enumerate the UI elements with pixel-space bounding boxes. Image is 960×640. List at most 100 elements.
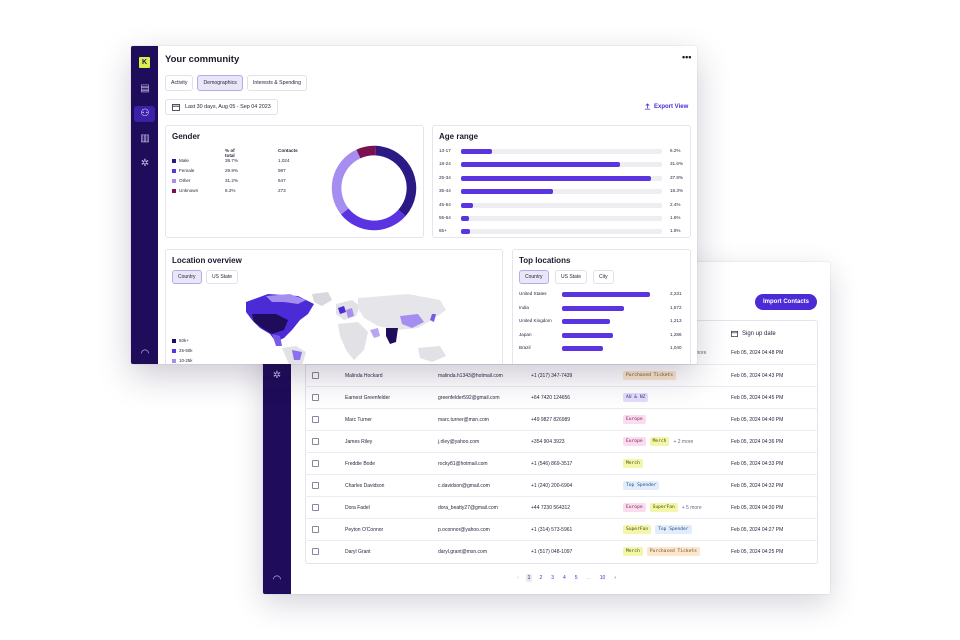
import-contacts-button[interactable]: Import Contacts xyxy=(755,294,817,310)
map-region-japan[interactable] xyxy=(430,314,436,322)
age-bar[interactable] xyxy=(461,202,474,208)
contact-name[interactable]: Peyton O'Connor xyxy=(345,527,384,533)
pagination-page-4[interactable]: 4 xyxy=(563,575,566,581)
table-row[interactable]: James Riley j.riley@yahoo.com +354 904 392… xyxy=(305,430,818,452)
table-row[interactable]: Malinda Hockard malinda.h1343@hotmail.com… xyxy=(305,364,818,386)
contact-name[interactable]: Charles Davidson xyxy=(345,483,385,489)
age-bar[interactable] xyxy=(461,175,651,181)
tag-badge[interactable]: Purchased Tickets xyxy=(623,371,677,380)
contact-name[interactable]: Freddie Bode xyxy=(345,461,376,467)
contact-name[interactable]: Malinda Hockard xyxy=(345,373,383,379)
tab-interests-spending[interactable]: Interests & Spending xyxy=(246,75,308,91)
donut-slice-other[interactable] xyxy=(331,149,361,215)
map-region-usa[interactable] xyxy=(252,314,288,334)
map-region-china[interactable] xyxy=(400,314,424,328)
tag-badge[interactable]: SuperFan xyxy=(649,503,678,512)
location-bar[interactable] xyxy=(562,292,650,297)
table-row[interactable]: Dora Fadel dora_beatty27@gmail.com +44 723… xyxy=(305,496,818,518)
age-bar[interactable] xyxy=(461,216,470,221)
contact-name[interactable]: Dora Fadel xyxy=(345,505,370,511)
table-row[interactable]: Marc Turner marc.turner@msn.com +49 9827 8… xyxy=(305,408,818,430)
location-segment-country[interactable]: Country xyxy=(172,270,202,284)
age-bar[interactable] xyxy=(461,229,471,235)
row-checkbox[interactable] xyxy=(312,526,319,533)
map-region-mexico[interactable] xyxy=(272,334,282,346)
map-region-australia[interactable] xyxy=(418,346,446,362)
export-view-button[interactable]: Export View xyxy=(644,103,688,110)
pagination-page-5[interactable]: 5 xyxy=(574,575,578,581)
row-checkbox[interactable] xyxy=(312,460,319,467)
more-tags-label[interactable]: more xyxy=(695,350,707,356)
row-checkbox[interactable] xyxy=(312,482,319,489)
bar-chart-icon[interactable]: ▥ xyxy=(140,133,150,144)
tag-badge[interactable]: Merch xyxy=(649,437,670,446)
map-region-western-europe[interactable] xyxy=(346,308,354,318)
signup-date-header[interactable]: Sign up date xyxy=(731,330,776,337)
row-checkbox[interactable] xyxy=(312,416,319,423)
row-checkbox[interactable] xyxy=(312,548,319,555)
date-range-picker[interactable]: Last 30 days, Aug 05 - Sep 04 2023 xyxy=(165,99,278,115)
age-bar[interactable] xyxy=(461,189,553,195)
pagination-page-last[interactable]: 10 xyxy=(599,575,606,581)
location-bar[interactable] xyxy=(562,305,624,311)
support-icon[interactable]: ◠ xyxy=(272,574,282,585)
book-icon[interactable]: ▤ xyxy=(140,83,150,94)
tag-badge[interactable]: Europe xyxy=(623,503,646,512)
tag-badge[interactable]: Purchased Tickets xyxy=(646,547,700,556)
location-segment-us-state[interactable]: US State xyxy=(206,270,239,284)
more-tags-label[interactable]: + 2 more xyxy=(673,438,694,445)
pagination-page-2[interactable]: 2 xyxy=(539,575,543,581)
map-region-africa[interactable] xyxy=(338,322,368,360)
support-icon[interactable]: ◠ xyxy=(140,348,150,359)
tag-badge[interactable]: Top Spender xyxy=(623,481,660,490)
age-bar[interactable] xyxy=(461,149,493,154)
map-region-middle-east[interactable] xyxy=(370,328,380,338)
community-nav-selected[interactable] xyxy=(134,106,155,122)
row-checkbox[interactable] xyxy=(312,372,319,379)
app-logo[interactable]: K xyxy=(139,57,150,68)
tag-badge[interactable]: Europe xyxy=(623,415,646,424)
contact-name[interactable]: Marc Turner xyxy=(345,417,372,423)
table-row[interactable]: Earnest Greenfelder greenfelder592@gmail.… xyxy=(305,386,818,408)
pagination-next[interactable]: › xyxy=(614,575,616,581)
table-row-partial[interactable]: more Feb 05, 2024 04:48 PM xyxy=(305,342,818,364)
location-bar[interactable] xyxy=(562,332,613,338)
pagination-page-1[interactable]: 1 xyxy=(525,574,533,582)
tag-badge[interactable]: Europe xyxy=(623,437,646,446)
tag-badge[interactable]: SuperFan xyxy=(623,525,652,534)
contact-name[interactable]: Daryl Grant xyxy=(345,549,371,555)
table-row[interactable]: Daryl Grant daryl.grant@msn.com +1 (517) 0… xyxy=(305,540,818,562)
map-region-canada-north[interactable] xyxy=(266,294,306,304)
pagination-prev[interactable]: ‹ xyxy=(517,575,519,581)
map-region-india[interactable] xyxy=(386,328,398,344)
map-region-brazil[interactable] xyxy=(292,350,302,360)
location-bar[interactable] xyxy=(562,319,610,325)
gear-icon[interactable]: ✲ xyxy=(272,370,282,381)
row-checkbox[interactable] xyxy=(312,438,319,445)
contact-name[interactable]: Earnest Greenfelder xyxy=(345,395,391,401)
more-menu-icon[interactable]: ••• xyxy=(682,52,692,62)
contact-name[interactable]: James Riley xyxy=(345,439,373,445)
top-locations-segment-country[interactable]: Country xyxy=(519,270,549,284)
table-row[interactable]: Charles Davidson c.davidson@gmail.com +1 (… xyxy=(305,474,818,496)
map-region-uk[interactable] xyxy=(338,306,346,314)
tab-activity[interactable]: Activity xyxy=(165,75,194,91)
table-row[interactable]: Peyton O'Connor p.oconnor@yahoo.com +1 (31… xyxy=(305,518,818,540)
donut-slice-male[interactable] xyxy=(375,145,417,217)
map-region-greenland[interactable] xyxy=(312,292,332,306)
donut-slice-unknown[interactable] xyxy=(356,145,377,159)
table-row[interactable]: Freddie Bode rocky81@hotmail.com +1 (546) … xyxy=(305,452,818,474)
age-bar[interactable] xyxy=(461,162,620,168)
map-region-asia[interactable] xyxy=(358,294,446,330)
location-bar[interactable] xyxy=(562,346,604,352)
people-icon[interactable]: ⚇ xyxy=(140,108,150,119)
more-tags-label[interactable]: + 5 more xyxy=(681,504,702,511)
gear-icon[interactable]: ✲ xyxy=(140,158,150,169)
tag-badge[interactable]: Merch xyxy=(623,547,643,556)
donut-slice-female[interactable] xyxy=(340,208,406,231)
row-checkbox[interactable] xyxy=(312,394,319,401)
tab-demographics[interactable]: Demographics xyxy=(197,75,243,91)
tag-badge[interactable]: Top Spender xyxy=(655,525,692,534)
tag-badge[interactable]: AU & NZ xyxy=(623,393,649,402)
top-locations-segment-us-state[interactable]: US State xyxy=(555,270,588,284)
